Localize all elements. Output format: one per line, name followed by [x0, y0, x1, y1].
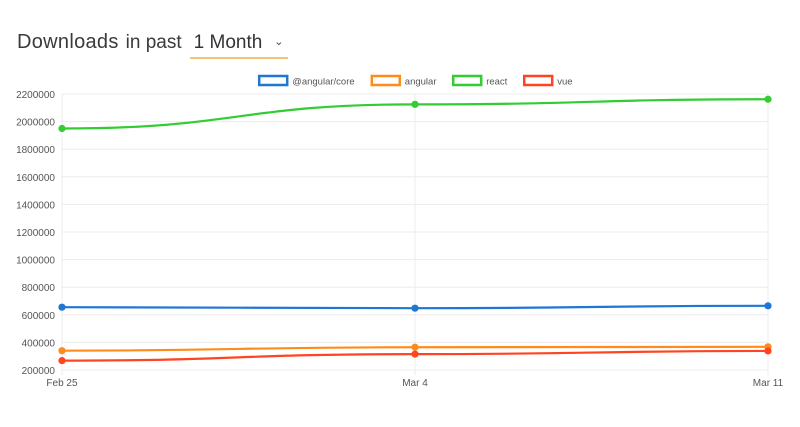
x-tick-label: Feb 25: [46, 378, 78, 389]
chart-grid: [61, 93, 769, 375]
legend-label: react: [486, 77, 507, 88]
chevron-down-icon: ⌄: [274, 35, 284, 48]
legend-swatch: [451, 74, 483, 87]
legend-label: vue: [557, 77, 572, 88]
y-tick-label: 1400000: [16, 200, 55, 211]
y-tick-label: 1800000: [16, 145, 55, 156]
data-point: [411, 100, 419, 108]
data-point: [764, 302, 772, 310]
chart-header: Downloads in past 1 Month ⌄: [17, 31, 288, 59]
x-tick-label: Mar 4: [402, 378, 428, 389]
legend-swatch: [370, 74, 402, 87]
y-tick-label: 1000000: [16, 256, 55, 267]
legend-swatch: [257, 74, 289, 87]
data-point: [58, 357, 66, 365]
period-select[interactable]: 1 Month ⌄: [189, 32, 288, 59]
legend-label: angular: [405, 77, 437, 88]
y-tick-label: 2000000: [16, 118, 55, 129]
chart-series: [58, 95, 772, 365]
data-point: [411, 350, 419, 358]
y-tick-label: 800000: [22, 283, 56, 294]
chart-legend: @angular/core angular react vue: [257, 74, 573, 88]
y-tick-label: 400000: [22, 338, 56, 349]
data-point: [58, 347, 66, 355]
y-tick-label: 600000: [22, 311, 56, 322]
data-point: [58, 124, 66, 133]
x-tick-label: Mar 11: [753, 378, 784, 389]
data-point: [58, 303, 66, 311]
legend-swatch: [522, 74, 554, 87]
y-tick-label: 200000: [22, 366, 56, 377]
y-tick-label: 1200000: [16, 228, 55, 239]
data-point: [764, 347, 772, 355]
data-point: [411, 343, 419, 351]
y-tick-label: 1600000: [16, 173, 55, 184]
y-tick-label: 2200000: [16, 90, 55, 101]
chart-axes: 200000 400000 600000 800000 1000000 1200000 14…: [16, 90, 784, 389]
header-title: Downloads: [17, 31, 119, 53]
data-point: [411, 304, 419, 312]
header-in-past: in past: [125, 32, 182, 53]
data-point: [764, 95, 772, 103]
legend-label: @angular/core: [292, 77, 354, 88]
period-value: 1 Month: [193, 32, 263, 53]
